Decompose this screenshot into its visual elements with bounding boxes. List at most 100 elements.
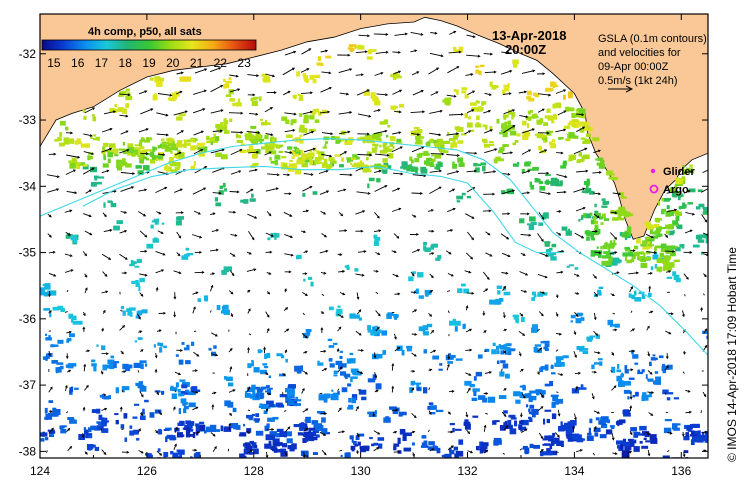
sst-pixel (382, 350, 386, 355)
sst-pixel (569, 264, 574, 267)
sst-pixel (702, 211, 708, 215)
velocity-arrowhead (391, 385, 395, 389)
sst-pixel (620, 196, 627, 199)
sst-pixel (633, 435, 639, 438)
sst-pixel (593, 253, 601, 256)
velocity-arrowhead (162, 252, 166, 256)
velocity-arrow (228, 389, 236, 393)
sst-pixel (221, 269, 227, 275)
sst-pixel (423, 387, 428, 394)
sst-pixel (640, 262, 648, 268)
sst-pixel (134, 149, 138, 155)
velocity-arrow (411, 146, 424, 153)
sst-pixel (460, 162, 465, 166)
velocity-arrowhead (211, 403, 215, 407)
velocity-arrow (373, 109, 381, 112)
sst-pixel (185, 139, 192, 142)
velocity-arrow (230, 131, 243, 133)
velocity-arrowhead (558, 332, 562, 336)
sst-pixel (368, 177, 375, 182)
sst-pixel (636, 238, 641, 244)
sst-pixel (273, 438, 280, 443)
sst-pixel (275, 433, 281, 438)
velocity-arrow (592, 171, 602, 174)
sst-pixel (318, 152, 322, 158)
gsla-legend-line3: 09-Apr 00:00Z (598, 61, 669, 73)
sst-pixel (710, 205, 714, 210)
sst-pixel (275, 442, 283, 446)
sst-pixel (507, 351, 512, 356)
velocity-arrow (283, 410, 287, 412)
sst-pixel (461, 90, 467, 94)
sst-pixel (93, 134, 96, 137)
sst-pixel (509, 348, 516, 351)
velocity-arrowhead (585, 169, 589, 173)
sst-pixel (273, 143, 278, 148)
sst-pixel (391, 136, 396, 142)
sst-pixel (67, 417, 74, 420)
velocity-arrowhead (465, 414, 469, 418)
sst-pixel (550, 256, 557, 261)
velocity-arrowhead (470, 73, 474, 76)
velocity-arrow (192, 291, 199, 295)
velocity-arrowhead (81, 435, 85, 439)
sst-pixel (199, 421, 205, 425)
velocity-arrowhead (647, 432, 650, 436)
sst-pixel (675, 278, 681, 283)
velocity-arrowhead (527, 191, 531, 195)
velocity-arrowhead (649, 371, 653, 375)
sst-pixel (421, 442, 426, 447)
velocity-arrow (446, 94, 456, 97)
velocity-arrowhead (270, 234, 274, 237)
velocity-arrow (302, 292, 308, 296)
velocity-arrowhead (247, 431, 251, 434)
colorbar-tick-label: 16 (71, 56, 85, 70)
sst-pixel (299, 113, 303, 117)
velocity-arrowhead (594, 229, 598, 233)
velocity-arrowhead (483, 330, 487, 333)
sst-pixel (518, 424, 522, 430)
sst-pixel (144, 399, 149, 403)
velocity-arrow (466, 34, 476, 38)
velocity-arrowhead (268, 392, 272, 396)
velocity-arrow (209, 67, 221, 73)
sst-pixel (326, 164, 331, 170)
sst-pixel (456, 89, 459, 95)
velocity-arrowhead (293, 50, 297, 54)
sst-pixel (151, 155, 156, 159)
velocity-arrow (83, 151, 94, 155)
sst-pixel (582, 155, 586, 158)
velocity-arrowhead (612, 293, 615, 297)
sst-pixel (582, 348, 589, 351)
velocity-arrow (138, 189, 147, 192)
x-tick-label: 134 (564, 464, 584, 478)
sst-pixel (123, 413, 128, 419)
velocity-arrow (264, 107, 273, 113)
velocity-arrowhead (398, 131, 402, 135)
sst-pixel (174, 427, 180, 432)
sst-pixel (570, 314, 576, 319)
velocity-arrowhead (557, 413, 561, 417)
sst-pixel (103, 155, 106, 161)
velocity-arrowhead (372, 413, 376, 417)
velocity-arrow (210, 85, 223, 93)
velocity-arrowhead (471, 237, 475, 241)
velocity-arrow (156, 112, 168, 116)
colorbar-title: 4h comp, p50, all sats (88, 26, 202, 38)
velocity-arrowhead (293, 112, 297, 116)
sst-pixel (381, 169, 388, 173)
velocity-arrow (194, 68, 207, 74)
sst-pixel (190, 165, 195, 170)
sst-pixel (176, 432, 183, 438)
sst-pixel (423, 331, 429, 336)
sst-pixel (499, 425, 506, 431)
sst-pixel (501, 190, 506, 195)
sst-pixel (263, 79, 271, 83)
sst-pixel (144, 156, 148, 160)
velocity-arrowhead (275, 187, 279, 191)
velocity-arrowhead (195, 406, 199, 410)
sst-pixel (169, 436, 177, 440)
sst-pixel (580, 217, 584, 220)
sst-pixel (608, 260, 612, 266)
sst-pixel (535, 389, 542, 393)
